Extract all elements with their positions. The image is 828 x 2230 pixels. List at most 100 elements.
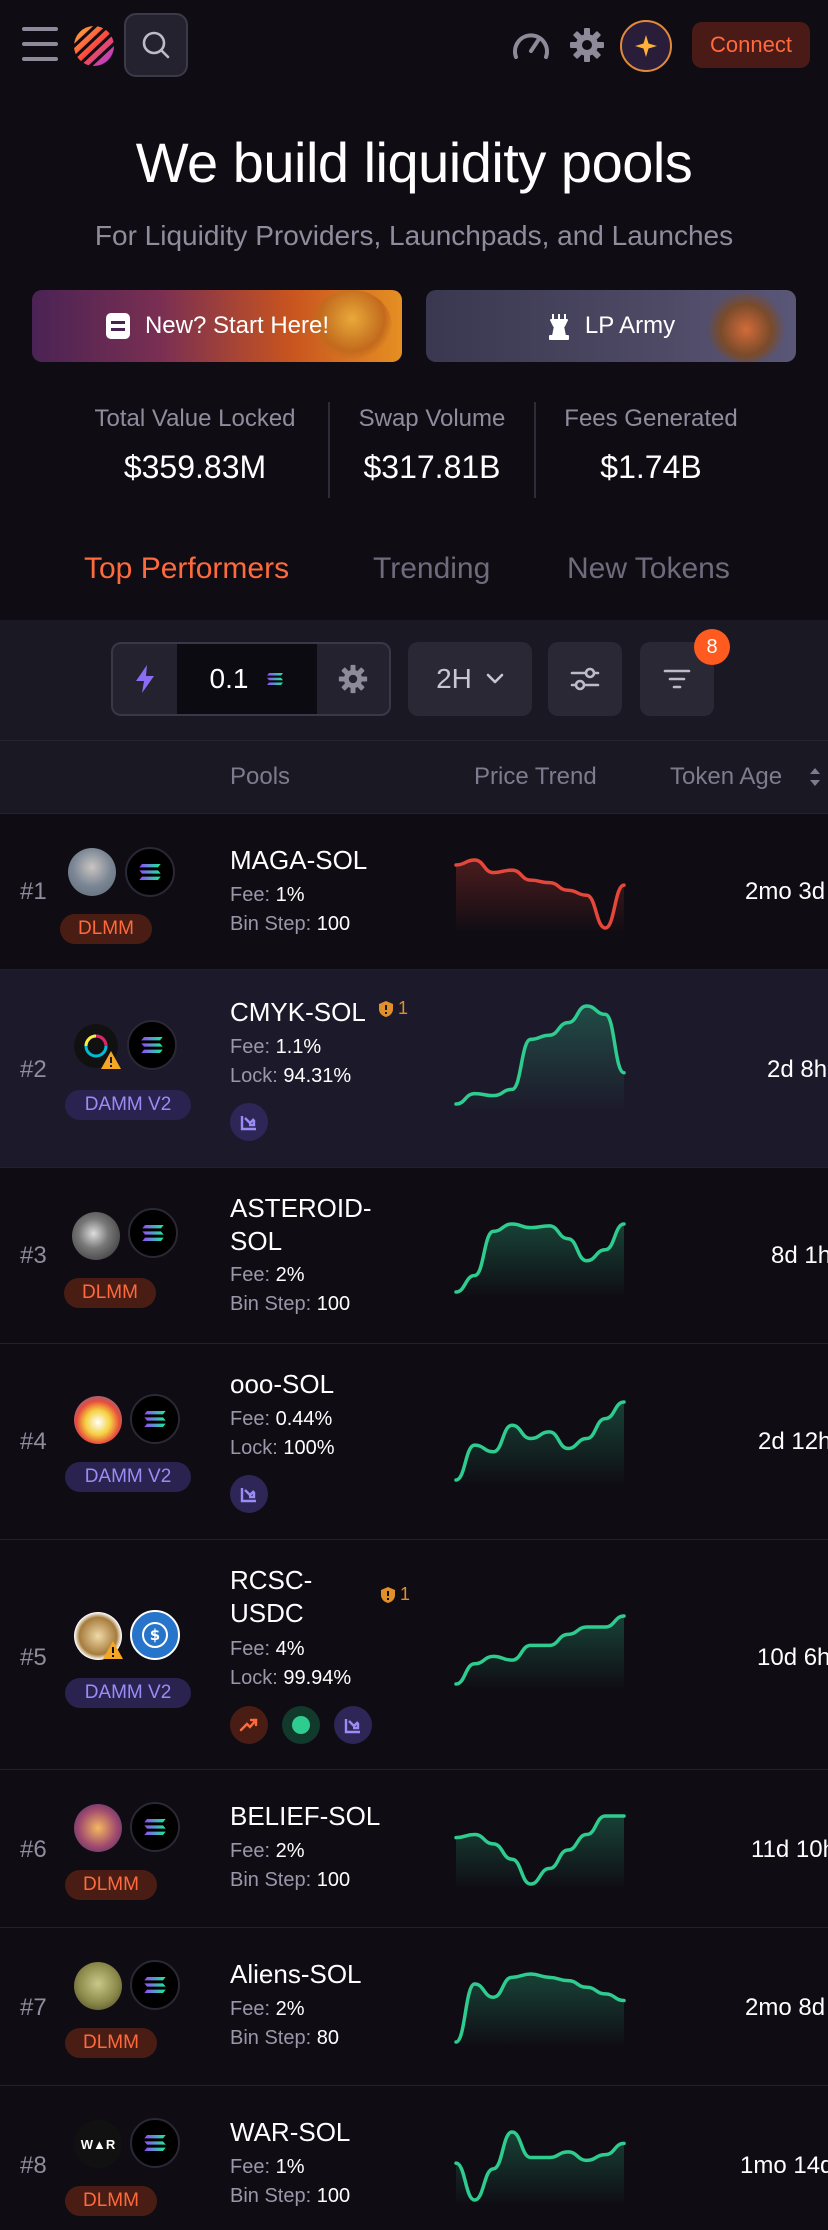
- pool-name[interactable]: Aliens-SOL: [230, 1959, 362, 1989]
- solana-icon: [130, 2118, 180, 2168]
- risk-count: 1: [400, 1584, 411, 1604]
- solana-icon: [130, 1802, 180, 1852]
- table-row[interactable]: #6 DLMM BELIEF-SOL Fee: 2% Bin Step: 100…: [0, 1770, 828, 1928]
- pool-name[interactable]: WAR-SOL: [230, 2117, 351, 2147]
- pool-lock: Lock: 99.94%: [230, 1667, 352, 1689]
- price-trend-sparkline: [454, 1972, 626, 2048]
- speedometer-icon: [513, 33, 549, 59]
- shield-icon: [381, 1586, 395, 1603]
- trend-down-icon: [240, 1488, 256, 1503]
- tab-trending[interactable]: Trending: [373, 552, 491, 585]
- pool-name[interactable]: ooo-SOL: [230, 1369, 335, 1399]
- lp-army-button[interactable]: LP Army: [426, 290, 796, 362]
- quick-buy-settings[interactable]: [317, 644, 389, 714]
- pool-fee: Fee: 2%: [230, 1840, 305, 1862]
- sort-icon[interactable]: [808, 765, 822, 789]
- rank: #7: [20, 1994, 47, 2021]
- pool-bin-step: Bin Step: 100: [230, 913, 351, 935]
- timeframe-dropdown[interactable]: 2H: [408, 642, 532, 716]
- pool-type-badge: DLMM: [60, 914, 152, 944]
- pool-name[interactable]: RCSC-USDC: [230, 1565, 313, 1628]
- start-here-label: New? Start Here!: [144, 312, 330, 339]
- pool-name[interactable]: CMYK-SOL: [230, 997, 366, 1027]
- column-pools[interactable]: Pools: [230, 763, 291, 790]
- sparkline-area: [456, 1974, 624, 2048]
- quick-buy-toggle[interactable]: [113, 644, 177, 714]
- table-row[interactable]: #2 DAMM V2 CMYK-SOL 1 Fee: 1.1% Lock: 94…: [0, 970, 828, 1168]
- quick-buy-control: 0.1: [111, 642, 391, 716]
- risk-count: 1: [398, 998, 409, 1018]
- quick-buy-amount[interactable]: 0.1: [177, 644, 317, 714]
- pool-name[interactable]: ASTEROID-SOL: [230, 1193, 372, 1256]
- gear-icon: [570, 28, 604, 62]
- sparkline-line: [454, 2130, 626, 2202]
- stat-value: $359.83M: [123, 449, 267, 485]
- price-trend-sparkline: [454, 2130, 626, 2206]
- token-age: 2d 12h: [758, 1428, 828, 1455]
- solana-icon: [130, 1960, 180, 2010]
- divider: [328, 402, 330, 498]
- chess-piece-icon: [548, 314, 569, 340]
- token-age: 8d 1h: [771, 1242, 828, 1269]
- mascot-illustration: [312, 290, 392, 362]
- table-row[interactable]: #5 $ DAMM V2 RCSC-USDC 1 Fee: 4% Lock: 9…: [0, 1540, 828, 1770]
- pool-type-badge: DLMM: [65, 2186, 157, 2216]
- stat-value: $317.81B: [363, 449, 501, 485]
- table-row[interactable]: #1 DLMM MAGA-SOL Fee: 1% Bin Step: 100 2…: [0, 814, 828, 970]
- stat-tvl: Total Value Locked $359.83M: [60, 405, 330, 486]
- table-row[interactable]: #3 DLMM ASTEROID-SOL Fee: 2% Bin Step: 1…: [0, 1168, 828, 1344]
- shield-icon: [379, 1000, 393, 1017]
- fee-scheduler-chip: [230, 1475, 268, 1513]
- token-age: 2mo 3d: [745, 878, 826, 905]
- table-row[interactable]: #7 DLMM Aliens-SOL Fee: 2% Bin Step: 80 …: [0, 1928, 828, 2086]
- page-subtitle: For Liquidity Providers, Launchpads, and…: [94, 220, 734, 251]
- pool-bin-step: Bin Step: 100: [230, 2185, 351, 2207]
- timeframe-value: 2H: [436, 663, 472, 694]
- token-age: 2d 8h: [767, 1056, 828, 1083]
- risk-indicator: 1: [378, 998, 408, 1019]
- pool-name[interactable]: BELIEF-SOL: [230, 1801, 381, 1831]
- column-price-trend[interactable]: Price Trend: [474, 763, 597, 790]
- pool-type-badge: DAMM V2: [65, 1678, 191, 1708]
- sparkline-area: [456, 1816, 624, 1890]
- solana-icon: [128, 1208, 178, 1258]
- settings-button[interactable]: [566, 24, 608, 66]
- price-trend-sparkline: [454, 858, 626, 934]
- token-avatar: [72, 1212, 120, 1260]
- column-token-age[interactable]: Token Age: [670, 763, 783, 790]
- gear-icon: [338, 664, 368, 694]
- solana-icon: [127, 1020, 177, 1070]
- filter-count-badge: 8: [694, 629, 730, 665]
- adjust-button[interactable]: [548, 642, 622, 716]
- pool-fee: Fee: 1%: [230, 884, 305, 906]
- table-row[interactable]: #4 DAMM V2 ooo-SOL Fee: 0.44% Lock: 100%…: [0, 1344, 828, 1540]
- connect-wallet-button[interactable]: Connect: [692, 22, 810, 68]
- pool-bin-step: Bin Step: 80: [230, 2027, 339, 2049]
- start-here-button[interactable]: New? Start Here!: [32, 290, 402, 362]
- stat-fees: Fees Generated $1.74B: [546, 405, 756, 486]
- pool-lock: Lock: 94.31%: [230, 1065, 352, 1087]
- token-avatar: [74, 1962, 122, 2010]
- status-dot-icon: [292, 1716, 310, 1734]
- sparkline-area: [456, 860, 624, 934]
- tab-new-tokens[interactable]: New Tokens: [567, 552, 730, 585]
- menu-icon[interactable]: [22, 27, 58, 61]
- usdc-icon: $: [130, 1610, 180, 1660]
- pool-fee: Fee: 0.44%: [230, 1408, 333, 1430]
- pool-name[interactable]: MAGA-SOL: [230, 845, 368, 875]
- sparkline-line: [454, 1972, 626, 2044]
- ai-assistant-button[interactable]: [620, 20, 672, 72]
- pool-fee: Fee: 2%: [230, 1998, 305, 2020]
- chevron-down-icon: [486, 673, 504, 684]
- fee-scheduler-chip: [230, 1103, 268, 1141]
- sliders-icon: [570, 667, 600, 691]
- sparkline-line: [454, 1614, 626, 1686]
- token-avatar: [74, 1396, 122, 1444]
- trend-down-icon: [344, 1719, 360, 1734]
- table-row[interactable]: #8 W▲R DLMM WAR-SOL Fee: 1% Bin Step: 10…: [0, 2086, 828, 2230]
- search-button[interactable]: [124, 13, 188, 77]
- trend-down-icon: [240, 1116, 256, 1131]
- speedometer-button[interactable]: [510, 24, 552, 66]
- meteora-logo[interactable]: [72, 18, 118, 72]
- tab-top-performers[interactable]: Top Performers: [84, 552, 290, 585]
